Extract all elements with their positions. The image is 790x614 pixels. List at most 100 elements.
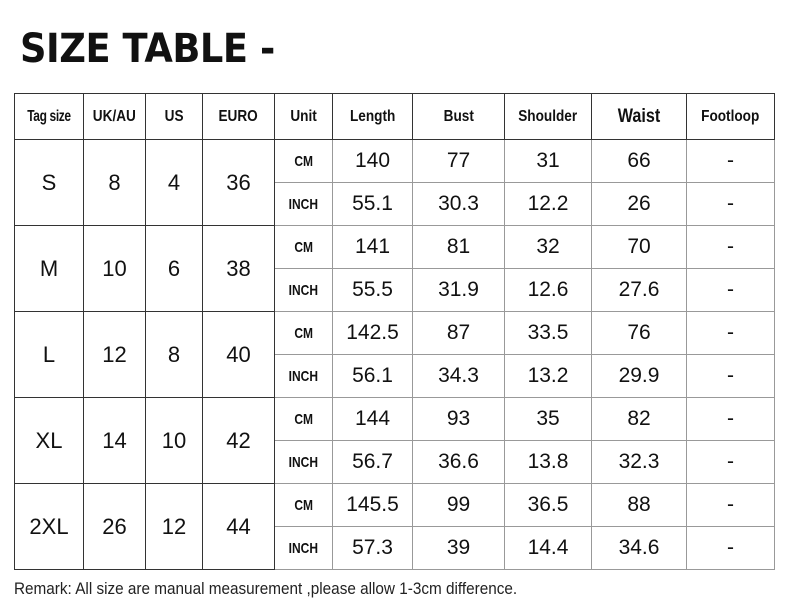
cell-us: 6	[145, 225, 203, 312]
cell-us: 8	[145, 311, 203, 398]
table-row: INCH 55.5 31.9 12.6 27.6-	[15, 268, 775, 312]
cell-length: 145.5	[332, 483, 413, 527]
cell-bust: 30.3	[412, 182, 505, 226]
cell-footloop: -	[686, 397, 775, 441]
cell-length: 55.5	[332, 268, 413, 312]
cell-waist: 29.9	[591, 354, 687, 398]
header-shoulder: Shoulder	[504, 93, 592, 140]
cell-unit: CM	[274, 311, 333, 355]
page-title: SIZE TABLE -	[20, 26, 275, 72]
cell-waist: 66	[591, 139, 687, 183]
cell-bust: 99	[412, 483, 505, 527]
cell-waist: 70	[591, 225, 687, 269]
cell-waist: 76	[591, 311, 687, 355]
cell-unit: INCH	[274, 440, 333, 484]
cell-shoulder: 14.4	[504, 526, 592, 570]
cell-shoulder: 32	[504, 225, 592, 269]
header-waist: Waist	[591, 93, 687, 140]
cell-euro: 42	[202, 397, 275, 484]
cell-us: 10	[145, 397, 203, 484]
cell-waist: 88	[591, 483, 687, 527]
cell-euro: 36	[202, 139, 275, 226]
cell-bust: 39	[412, 526, 505, 570]
cell-bust: 77	[412, 139, 505, 183]
cell-length: 141	[332, 225, 413, 269]
cell-bust: 34.3	[412, 354, 505, 398]
cell-length: 144	[332, 397, 413, 441]
size-table: Tag size UK/AU US EURO Unit Length Bust …	[14, 93, 775, 570]
cell-length: 57.3	[332, 526, 413, 570]
cell-length: 140	[332, 139, 413, 183]
cell-footloop: -	[686, 139, 775, 183]
cell-bust: 81	[412, 225, 505, 269]
cell-unit: CM	[274, 483, 333, 527]
cell-footloop: -	[686, 268, 775, 312]
cell-shoulder: 36.5	[504, 483, 592, 527]
cell-shoulder: 35	[504, 397, 592, 441]
remark-text: Remark: All size are manual measurement …	[14, 579, 518, 598]
cell-tag-size: 2XL	[14, 483, 84, 570]
table-row: INCH 57.3 39 14.4 34.6-	[15, 526, 775, 570]
cell-shoulder: 12.2	[504, 182, 592, 226]
cell-us: 4	[145, 139, 203, 226]
cell-waist: 26	[591, 182, 687, 226]
cell-footloop: -	[686, 182, 775, 226]
cell-footloop: -	[686, 526, 775, 570]
table-row: INCH 56.7 36.6 13.8 32.3-	[15, 440, 775, 484]
cell-euro: 38	[202, 225, 275, 312]
cell-footloop: -	[686, 440, 775, 484]
table-row: INCH 56.1 34.3 13.2 29.9-	[15, 354, 775, 398]
header-uk-au: UK/AU	[83, 93, 146, 140]
cell-shoulder: 13.8	[504, 440, 592, 484]
table-row: XL 14 10 42 CM 144 93 35 82-	[14, 397, 775, 484]
cell-tag-size: XL	[14, 397, 84, 484]
cell-footloop: -	[686, 225, 775, 269]
cell-waist: 32.3	[591, 440, 687, 484]
cell-shoulder: 13.2	[504, 354, 592, 398]
header-bust: Bust	[412, 93, 505, 140]
cell-euro: 44	[202, 483, 275, 570]
header-length: Length	[332, 93, 413, 140]
header-row: Tag size UK/AU US EURO Unit Length Bust …	[14, 93, 775, 140]
cell-unit: CM	[274, 139, 333, 183]
table-row: M 10 6 38 CM 141 81 32 70-	[14, 225, 775, 312]
cell-length: 55.1	[332, 182, 413, 226]
cell-bust: 36.6	[412, 440, 505, 484]
header-tag-size: Tag size	[14, 93, 84, 140]
cell-us: 12	[145, 483, 203, 570]
cell-uk-au: 14	[83, 397, 146, 484]
cell-uk-au: 12	[83, 311, 146, 398]
cell-waist: 82	[591, 397, 687, 441]
table-row: L 12 8 40 CM 142.5 87 33.5 76-	[14, 311, 775, 398]
cell-unit: INCH	[274, 526, 333, 570]
cell-unit: CM	[274, 225, 333, 269]
cell-length: 56.7	[332, 440, 413, 484]
cell-bust: 31.9	[412, 268, 505, 312]
cell-euro: 40	[202, 311, 275, 398]
cell-shoulder: 12.6	[504, 268, 592, 312]
cell-length: 142.5	[332, 311, 413, 355]
cell-tag-size: L	[14, 311, 84, 398]
cell-footloop: -	[686, 354, 775, 398]
cell-unit: INCH	[274, 182, 333, 226]
cell-unit: CM	[274, 397, 333, 441]
cell-bust: 87	[412, 311, 505, 355]
cell-shoulder: 31	[504, 139, 592, 183]
cell-uk-au: 26	[83, 483, 146, 570]
cell-footloop: -	[686, 483, 775, 527]
table-row: S 8 4 36 CM 140 77 31 66-	[14, 139, 775, 226]
cell-shoulder: 33.5	[504, 311, 592, 355]
header-euro: EURO	[202, 93, 275, 140]
table-row: 2XL 26 12 44 CM 145.5 99 36.5 88-	[14, 483, 775, 570]
cell-bust: 93	[412, 397, 505, 441]
table-row: INCH 55.1 30.3 12.2 26-	[15, 182, 775, 226]
cell-unit: INCH	[274, 268, 333, 312]
cell-waist: 34.6	[591, 526, 687, 570]
header-unit: Unit	[274, 93, 333, 140]
cell-tag-size: M	[14, 225, 84, 312]
cell-tag-size: S	[14, 139, 84, 226]
cell-waist: 27.6	[591, 268, 687, 312]
header-footloop: Footloop	[686, 93, 775, 140]
cell-unit: INCH	[274, 354, 333, 398]
cell-uk-au: 8	[83, 139, 146, 226]
